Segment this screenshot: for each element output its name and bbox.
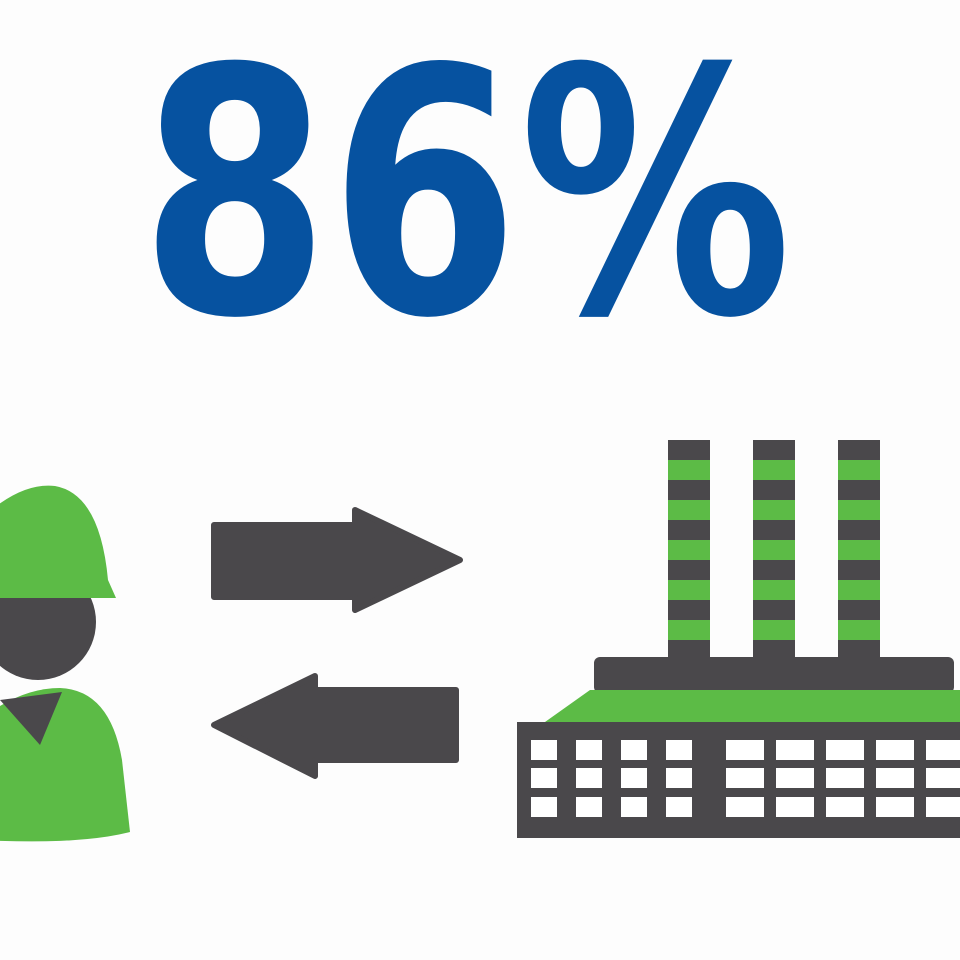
chimney-stripe [668, 560, 710, 580]
chimney-stripe [668, 620, 710, 640]
chimney-stripe [753, 520, 795, 540]
arrow-left-icon [211, 673, 459, 779]
factory-window [726, 740, 764, 760]
factory-window [576, 797, 602, 817]
headline-percentage: 86% [140, 0, 792, 393]
factory-window [876, 768, 914, 788]
chimney-stripe [668, 440, 710, 460]
factory-window [621, 797, 647, 817]
factory-window [576, 740, 602, 760]
factory-window [826, 740, 864, 760]
factory-window [726, 768, 764, 788]
chimney-stripe [668, 600, 710, 620]
chimney-stripe [753, 440, 795, 460]
chimney-stripe [668, 480, 710, 500]
factory-window [666, 768, 692, 788]
chimney-stripe [753, 500, 795, 520]
factory-window [531, 740, 557, 760]
chimney-stripe [668, 460, 710, 480]
chimney-stripe [753, 480, 795, 500]
chimney-stripe [838, 520, 880, 540]
factory-window [531, 797, 557, 817]
chimney-stripe [753, 640, 795, 660]
chimney-stripe [838, 460, 880, 480]
chimney-stripe [753, 620, 795, 640]
chimney-stripe [838, 580, 880, 600]
factory-window [776, 740, 814, 760]
arrow-right-icon [211, 507, 463, 613]
chimney-stripe [753, 600, 795, 620]
factory-window [826, 797, 864, 817]
chimney-stripe [838, 640, 880, 660]
chimney-stripe [668, 640, 710, 660]
chimney-stripe [838, 500, 880, 520]
factory-window [776, 768, 814, 788]
factory-window [876, 740, 914, 760]
chimney-stripe [668, 540, 710, 560]
factory-window [666, 740, 692, 760]
chimney-stripe [668, 580, 710, 600]
factory-window [621, 740, 647, 760]
chimney-stripe [838, 600, 880, 620]
factory-window [876, 797, 914, 817]
factory-window [726, 797, 764, 817]
chimney-stripe [753, 460, 795, 480]
factory-window [926, 740, 960, 760]
factory-window [826, 768, 864, 788]
chimney-stripe [838, 540, 880, 560]
chimney-stripe [838, 480, 880, 500]
factory-window [776, 797, 814, 817]
factory-window [621, 768, 647, 788]
factory-window [666, 797, 692, 817]
chimney-stripe [753, 560, 795, 580]
factory-icon [517, 440, 960, 838]
chimney-stripe [668, 500, 710, 520]
worker-hardhat-icon [0, 485, 130, 842]
factory-window [576, 768, 602, 788]
chimney-stripe [838, 620, 880, 640]
chimney-stripe [753, 580, 795, 600]
chimney-stripe [838, 440, 880, 460]
factory-window [926, 797, 960, 817]
chimney-stripe [838, 560, 880, 580]
chimney-stripe [753, 540, 795, 560]
chimney-stripe [668, 520, 710, 540]
factory-window [926, 768, 960, 788]
factory-window [531, 768, 557, 788]
